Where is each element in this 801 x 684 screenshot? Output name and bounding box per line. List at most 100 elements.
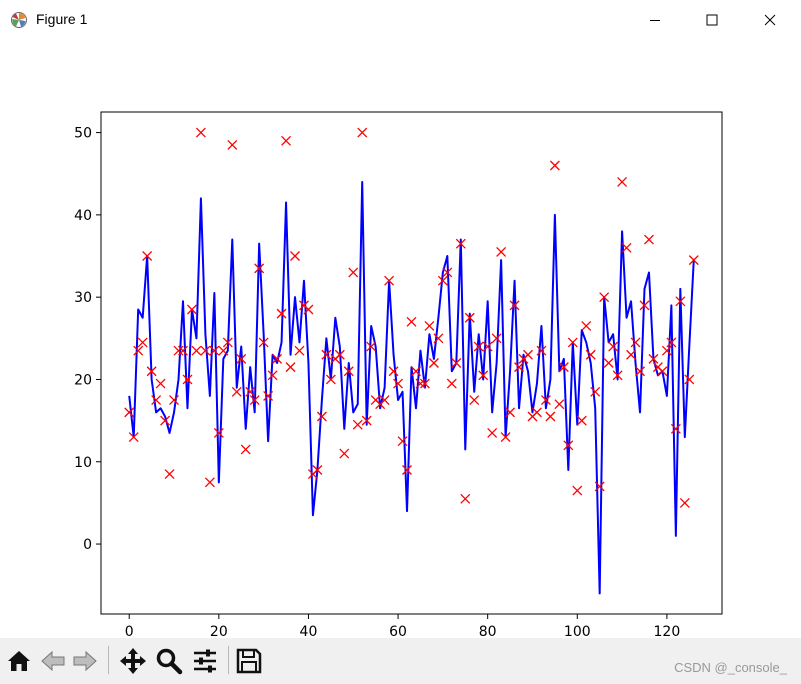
data-point [128, 432, 139, 443]
data-point [218, 345, 229, 356]
chart: 0 20 40 60 80 100 120 0 10 20 30 40 50 [74, 111, 723, 640]
data-point [639, 300, 650, 311]
data-point [648, 353, 659, 364]
figure-canvas[interactable]: 0 20 40 60 80 100 120 0 10 20 30 40 50 [0, 40, 801, 640]
data-point [146, 366, 157, 377]
data-point [657, 366, 668, 377]
series-line [128, 180, 695, 595]
data-point [402, 465, 412, 475]
data-point [316, 411, 327, 422]
data-point [487, 427, 498, 438]
data-point [406, 316, 417, 327]
back-icon [41, 650, 65, 672]
data-point [348, 267, 359, 278]
data-point [442, 267, 453, 278]
data-point [254, 263, 265, 274]
data-point [231, 386, 242, 397]
maximize-icon [706, 14, 718, 26]
data-point [419, 378, 430, 389]
data-point [339, 448, 350, 459]
data-point [258, 337, 269, 348]
data-point [460, 493, 471, 504]
data-point [496, 246, 507, 257]
save-button[interactable] [234, 646, 264, 676]
x-tick-label: 60 [389, 624, 407, 638]
data-point [675, 296, 686, 307]
title-bar: Figure 1 [0, 0, 801, 40]
data-point [272, 353, 283, 364]
x-tick-label: 100 [564, 624, 591, 638]
data-point [563, 440, 574, 451]
data-point [536, 345, 547, 356]
data-point [240, 444, 251, 455]
data-point [509, 300, 520, 311]
back-button[interactable] [38, 646, 68, 676]
y-tick-label: 30 [74, 290, 92, 306]
save-icon [236, 648, 262, 674]
data-point [290, 251, 300, 261]
minimize-button[interactable] [632, 0, 678, 40]
home-icon [8, 651, 30, 671]
data-point [384, 275, 395, 286]
home-button[interactable] [4, 646, 34, 676]
matplotlib-icon [11, 12, 27, 28]
window-title: Figure 1 [36, 11, 88, 27]
data-point [393, 378, 404, 389]
minimize-icon [650, 20, 660, 21]
data-point [617, 176, 628, 187]
data-point [635, 366, 645, 377]
maximize-button[interactable] [689, 0, 735, 40]
data-point [567, 337, 578, 348]
data-point [411, 366, 421, 377]
data-point [227, 139, 238, 150]
data-point [312, 465, 323, 475]
configure-subplots-icon [194, 649, 216, 673]
data-point [200, 345, 211, 356]
data-point [325, 374, 336, 385]
data-point [684, 374, 695, 385]
data-point [469, 395, 480, 405]
data-point [164, 469, 175, 480]
data-point [549, 160, 560, 171]
watermark: CSDN @_console_ [674, 660, 787, 675]
data-point [554, 399, 565, 410]
data-point [124, 407, 135, 418]
data-point [361, 415, 372, 426]
data-point [558, 362, 569, 373]
navigation-toolbar: CSDN @_console_ [0, 638, 801, 684]
data-point [514, 362, 524, 373]
axes-frame [100, 111, 723, 615]
data-point [590, 386, 601, 397]
data-point [415, 378, 426, 389]
data-point [195, 127, 206, 138]
x-tick-label: 0 [125, 624, 134, 638]
zoom-icon [156, 648, 183, 675]
ticks-layer: 0 20 40 60 80 100 120 0 10 20 30 40 50 [74, 126, 680, 640]
pan-icon [120, 648, 146, 674]
data-point [576, 415, 587, 426]
data-point [169, 395, 179, 405]
data-point [352, 419, 363, 430]
data-point [303, 304, 314, 315]
data-point [173, 345, 184, 356]
close-button[interactable] [747, 0, 793, 40]
y-tick-label: 0 [83, 537, 92, 553]
data-point [523, 349, 533, 360]
data-point [334, 349, 345, 360]
configure-subplots-button[interactable] [190, 646, 220, 676]
pan-button[interactable] [118, 646, 148, 676]
zoom-button[interactable] [154, 646, 184, 676]
data-point [294, 345, 305, 356]
y-tick-label: 20 [74, 372, 92, 388]
forward-button[interactable] [70, 646, 100, 676]
data-point [245, 386, 256, 397]
data-point [531, 407, 542, 418]
data-point [451, 358, 462, 368]
data-point [545, 411, 556, 422]
data-point [594, 481, 605, 492]
y-tick-label: 40 [74, 208, 92, 224]
data-point [186, 304, 197, 315]
data-point [204, 477, 215, 488]
data-point [357, 127, 368, 138]
data-point [540, 395, 551, 405]
